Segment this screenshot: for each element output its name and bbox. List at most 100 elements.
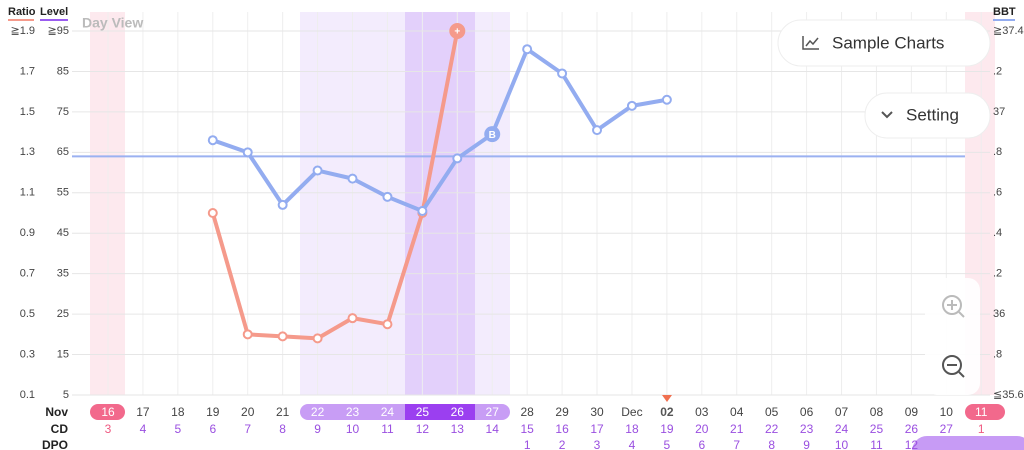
point	[312, 333, 323, 344]
dpo-label: 4	[629, 438, 636, 450]
point	[484, 126, 501, 143]
cd-label: 5	[175, 422, 182, 436]
y3-tick-label: 75	[57, 106, 69, 118]
x-tick-label: 20	[241, 405, 255, 419]
y-tick-label: 0.7	[20, 268, 35, 280]
y-tick-label: ≧1.9	[10, 25, 35, 37]
dpo-label: 11	[870, 438, 883, 450]
y2-tick-label: .8	[993, 348, 1002, 360]
point	[277, 199, 288, 210]
y3-tick-label: 5	[63, 389, 69, 401]
cd-label: 25	[870, 422, 884, 436]
y-tick-label: 0.3	[20, 348, 35, 360]
dpo-label: 3	[594, 438, 601, 450]
peak-pill	[405, 404, 475, 420]
button-label: Sample Charts	[832, 33, 944, 52]
cd-label: 22	[765, 422, 779, 436]
icon	[881, 111, 893, 119]
x-tick-label: 27	[486, 405, 500, 419]
today-marker	[662, 395, 672, 402]
point	[207, 208, 218, 218]
dpo-label: 12	[905, 438, 919, 450]
x-tick-label: 16	[101, 405, 115, 419]
x-tick-label: 21	[276, 405, 290, 419]
zoom-in[interactable]	[942, 295, 965, 318]
cd-label: 11	[381, 422, 394, 436]
button-bg	[864, 92, 991, 139]
zoom-panel	[925, 278, 980, 395]
point	[522, 44, 533, 55]
sample-charts-button[interactable]: Sample Charts	[777, 19, 991, 67]
cd-label: 6	[209, 422, 216, 436]
y-tick-label: 1.3	[20, 146, 35, 158]
cd-label: 20	[695, 422, 709, 436]
zoom-out[interactable]	[942, 355, 965, 378]
x-tick-label: 22	[311, 405, 325, 419]
y3-tick-label: 65	[57, 146, 69, 158]
cd-label: 17	[590, 422, 604, 436]
dpo-label: 8	[768, 438, 775, 450]
row-label: DPO	[42, 438, 68, 450]
y3-tick-label: 45	[57, 227, 69, 239]
y-tick-label: 0.9	[20, 227, 35, 239]
peak-band	[405, 12, 475, 395]
cd-label: 13	[451, 422, 465, 436]
icon	[947, 300, 965, 318]
point	[312, 165, 323, 176]
point	[382, 319, 393, 330]
dpo-label: 9	[803, 438, 810, 450]
point-label: B	[489, 130, 496, 141]
cd-label: 15	[520, 422, 534, 436]
y-tick-label: 1.5	[20, 106, 35, 118]
cd-label: 10	[346, 422, 360, 436]
y2-tick-label: ≧37.4	[993, 25, 1024, 37]
point	[449, 23, 466, 39]
icon	[942, 355, 962, 375]
y2-tick-label: 37	[993, 106, 1005, 118]
point	[626, 100, 637, 111]
point	[277, 331, 288, 342]
series-line	[210, 30, 460, 341]
y2-tick-label: .4	[993, 227, 1002, 239]
cd-label: 27	[940, 422, 954, 436]
y2-tick-label: 36	[993, 308, 1005, 320]
month-label: Nov	[45, 405, 68, 419]
cd-label: 26	[905, 422, 919, 436]
cd-label: 7	[244, 422, 251, 436]
x-tick-label: 19	[206, 405, 220, 419]
x-tick-label: 04	[730, 405, 744, 419]
cd-label: 24	[835, 422, 849, 436]
x-tick-label: 02	[660, 405, 674, 419]
bands	[90, 12, 995, 395]
cd-label: 12	[416, 422, 430, 436]
x-tick-label: 07	[835, 405, 849, 419]
point	[382, 191, 393, 202]
cd-label: 14	[486, 422, 500, 436]
grid	[72, 12, 990, 396]
icon	[942, 295, 962, 315]
point	[592, 125, 603, 136]
y-tick-label: 1.1	[20, 187, 35, 199]
button-bg	[777, 19, 991, 67]
x-tick-label: 09	[905, 405, 919, 419]
y2-tick-label: .6	[993, 187, 1002, 199]
cd-label: 21	[730, 422, 744, 436]
x-tick-label: 10	[940, 405, 954, 419]
fab	[912, 436, 1024, 450]
x-tick-label: 26	[451, 405, 465, 419]
x-tick-label: 11	[975, 405, 988, 419]
x-tick-label: 03	[695, 405, 709, 419]
row-label: CD	[51, 422, 69, 436]
y2-tick-label: .8	[993, 146, 1002, 158]
dpo-label: 7	[733, 438, 740, 450]
y3-tick-label: ≧95	[48, 25, 69, 37]
dpo-label: 2	[559, 438, 566, 450]
dpo-label: 5	[664, 438, 671, 450]
y2-tick-label: ≦35.6	[993, 389, 1024, 401]
cd-label: 18	[625, 422, 639, 436]
plot: +B	[72, 23, 965, 344]
dpo-label: 1	[524, 438, 531, 450]
x-tick-label: 06	[800, 405, 814, 419]
setting-button[interactable]: Setting	[864, 92, 991, 139]
period-pill	[90, 404, 125, 420]
